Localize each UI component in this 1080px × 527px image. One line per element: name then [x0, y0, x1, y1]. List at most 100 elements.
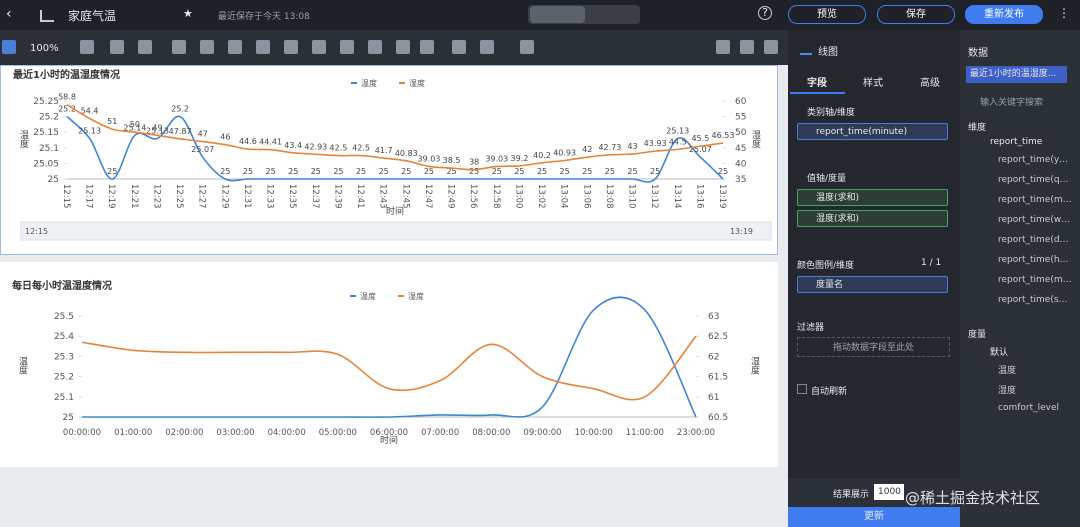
- dataset-select[interactable]: 最近1小时的温湿度...: [966, 66, 1067, 83]
- y-tick-label: 25.2: [39, 113, 59, 123]
- chart-title: 每日每小时温湿度情况: [12, 279, 112, 292]
- tool-icon[interactable]: [740, 40, 754, 54]
- legend-count: 1 / 1: [921, 258, 942, 268]
- tool-icon[interactable]: [312, 40, 326, 54]
- data-label: 25.2: [171, 105, 189, 114]
- y-tick-label: 25.1: [39, 144, 59, 154]
- data-label: 25: [469, 167, 479, 176]
- tool-icon[interactable]: [452, 40, 466, 54]
- data-label: 41.7: [375, 146, 393, 155]
- tool-icon[interactable]: [284, 40, 298, 54]
- measure-group[interactable]: 默认: [990, 348, 1009, 358]
- tool-icon[interactable]: [80, 40, 94, 54]
- tool-icon[interactable]: [420, 40, 434, 54]
- tool-icon[interactable]: [480, 40, 494, 54]
- dimension-item[interactable]: report_time(minute): [998, 275, 1073, 285]
- data-label: 25: [627, 167, 637, 176]
- checkbox[interactable]: [797, 384, 807, 394]
- help-icon[interactable]: ?: [758, 6, 772, 20]
- saved-time: 最近保存于今天 13:08: [218, 12, 310, 22]
- tool-icon[interactable]: [172, 40, 186, 54]
- x-tick-label: 11:00:00: [626, 428, 664, 438]
- measure-item[interactable]: 温度: [998, 366, 1017, 376]
- save-button[interactable]: 保存: [877, 5, 955, 24]
- y-tick-label: 25.25: [33, 97, 59, 107]
- dimension-item[interactable]: report_time(month): [998, 195, 1073, 205]
- data-label: 25: [220, 167, 230, 176]
- data-title: 数据: [968, 48, 988, 59]
- filter-dropzone[interactable]: 拖动数据字段至此处: [797, 337, 950, 357]
- zoom-level[interactable]: 100%: [30, 43, 59, 54]
- y-tick-label: 25.15: [33, 128, 59, 138]
- measure-field[interactable]: 温度(求和): [797, 189, 948, 206]
- tool-icon[interactable]: [716, 40, 730, 54]
- more-menu[interactable]: ⋮: [1058, 6, 1070, 20]
- dimension-item[interactable]: report_time(second): [998, 295, 1073, 305]
- chart-card[interactable]: 最近1小时的温湿度情况 温度 湿度 25 25.05 25.1 25.15 25.2 25.25…: [0, 65, 778, 255]
- measure-item[interactable]: comfort_level: [998, 403, 1060, 413]
- result-input[interactable]: 1000: [874, 484, 904, 500]
- publish-button[interactable]: 重新发布: [965, 5, 1043, 24]
- y2-tick-label: 45: [735, 144, 746, 154]
- data-label: 47.87: [169, 127, 192, 136]
- y2-tick-label: 40: [735, 159, 747, 169]
- dimension-root[interactable]: report_time: [990, 137, 1043, 147]
- x-tick-label: 12:41: [355, 184, 365, 209]
- x-tick-label: 12:21: [129, 184, 139, 209]
- dimension-item[interactable]: report_time(week): [998, 215, 1073, 225]
- x-axis-title: 时间: [386, 205, 404, 217]
- section-label: 值轴/度量: [807, 174, 847, 184]
- preview-button[interactable]: 预览: [788, 5, 866, 24]
- desktop-mode[interactable]: [530, 6, 585, 23]
- data-label: 44.5: [669, 137, 687, 146]
- y2-tick-label: 61: [708, 393, 719, 403]
- y2-axis-title: 湿度: [750, 130, 761, 149]
- dimension-field[interactable]: report_time(minute): [797, 123, 948, 140]
- data-label: 25: [311, 167, 321, 176]
- tool-icon[interactable]: [110, 40, 124, 54]
- x-tick-label: 08:00:00: [472, 428, 510, 438]
- star[interactable]: ★: [183, 7, 193, 20]
- update-button[interactable]: 更新: [788, 507, 960, 527]
- data-label: 42.5: [330, 144, 348, 153]
- data-label: 47: [198, 130, 208, 139]
- data-label: 25: [288, 167, 298, 176]
- tool-icon[interactable]: [2, 40, 16, 54]
- tool-icon[interactable]: [368, 40, 382, 54]
- search-input[interactable]: 输入关键字搜索: [980, 98, 1044, 108]
- measure-item[interactable]: 湿度: [998, 386, 1017, 396]
- legend-field[interactable]: 度量名: [797, 276, 948, 293]
- data-label: 50: [130, 120, 140, 129]
- y2-tick-label: 62: [708, 352, 719, 362]
- tool-icon[interactable]: [138, 40, 152, 54]
- x-tick-label: 12:45: [400, 184, 410, 209]
- back-button[interactable]: ‹: [6, 6, 12, 22]
- data-label: 25.13: [78, 126, 101, 135]
- tool-icon[interactable]: [200, 40, 214, 54]
- tool-icon[interactable]: [256, 40, 270, 54]
- tool-icon[interactable]: [764, 40, 778, 54]
- dimension-item[interactable]: report_time(quarter): [998, 175, 1073, 185]
- dimension-item[interactable]: report_time(day): [998, 235, 1073, 245]
- y-axis-title: 温度: [18, 130, 29, 149]
- y2-tick-label: 60: [735, 97, 747, 107]
- data-label: 43: [627, 142, 637, 151]
- tab[interactable]: 样式: [863, 78, 883, 89]
- x-tick-label: 12:58: [491, 184, 501, 209]
- tab-active[interactable]: 字段: [807, 78, 827, 89]
- measure-field[interactable]: 湿度(求和): [797, 210, 948, 227]
- x-tick-label: 12:31: [242, 184, 252, 209]
- x-tick-label: 10:00:00: [575, 428, 613, 438]
- tab[interactable]: 高级: [920, 78, 940, 89]
- tool-icon[interactable]: [228, 40, 242, 54]
- data-label: 40.93: [553, 148, 576, 157]
- tool-icon[interactable]: [396, 40, 410, 54]
- tool-icon[interactable]: [520, 40, 534, 54]
- chart-card[interactable]: 每日每小时温湿度情况 温度 湿度 25 25.1 25.2 25.3 25.4 25.5 60.5…: [0, 262, 778, 467]
- dimension-item[interactable]: report_time(year): [998, 155, 1073, 165]
- x-tick-label: 13:04: [559, 184, 569, 209]
- y2-tick-label: 62.5: [708, 332, 728, 342]
- chart-type-select[interactable]: 线图: [818, 47, 838, 58]
- dimension-item[interactable]: report_time(hour): [998, 255, 1073, 265]
- tool-icon[interactable]: [340, 40, 354, 54]
